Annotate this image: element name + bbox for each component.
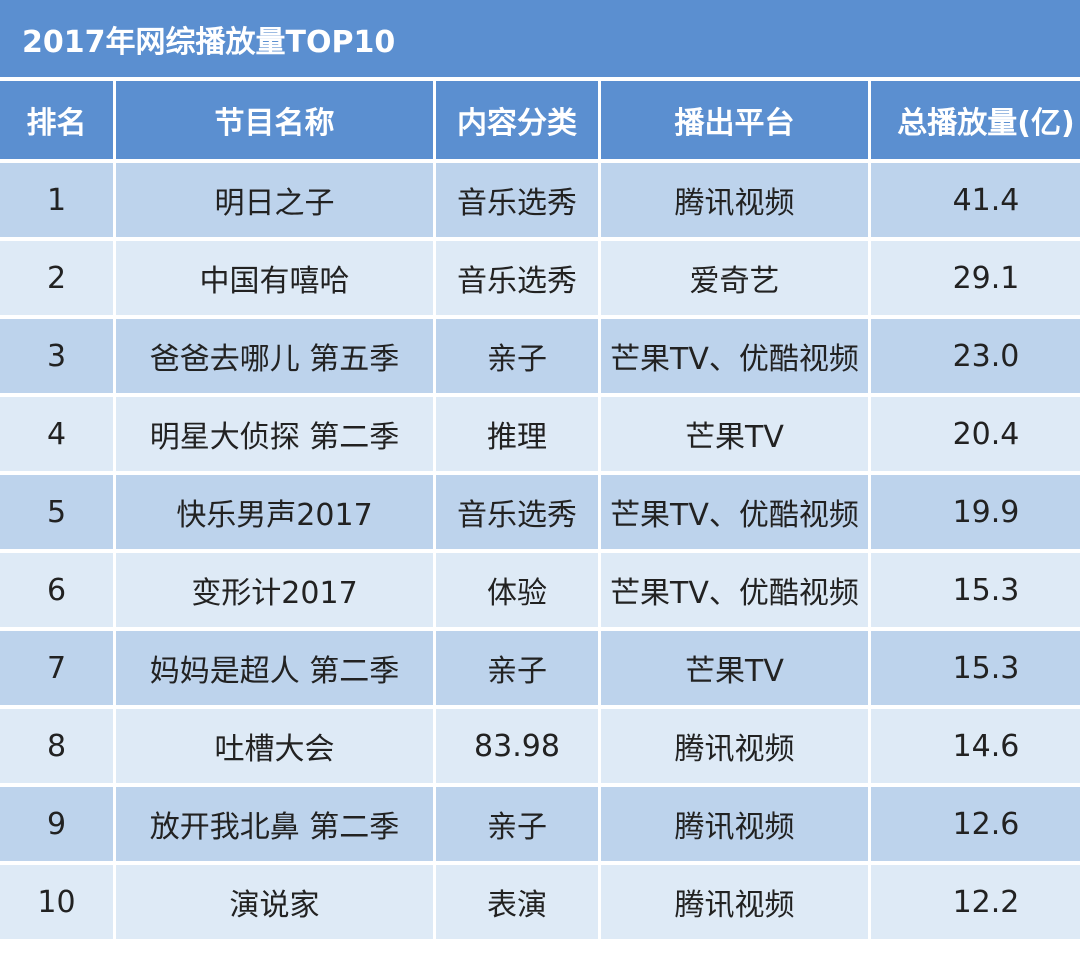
platform-cell: 爱奇艺 — [601, 241, 868, 315]
platform-cell: 芒果TV、优酷视频 — [601, 553, 868, 627]
table-title: 2017年网综播放量TOP10 — [0, 0, 1080, 77]
table-row: 10 演说家 表演 腾讯视频 12.2 — [0, 865, 1080, 939]
rank-cell: 10 — [0, 865, 113, 939]
category-cell: 亲子 — [436, 631, 598, 705]
platform-cell: 腾讯视频 — [601, 163, 868, 237]
table-row: 6 变形计2017 体验 芒果TV、优酷视频 15.3 — [0, 553, 1080, 627]
platform-cell: 腾讯视频 — [601, 787, 868, 861]
rank-cell: 4 — [0, 397, 113, 471]
column-header-views: 总播放量(亿) — [871, 81, 1080, 159]
category-cell: 表演 — [436, 865, 598, 939]
category-cell: 音乐选秀 — [436, 475, 598, 549]
program-cell: 放开我北鼻 第二季 — [116, 787, 433, 861]
program-cell: 演说家 — [116, 865, 433, 939]
category-cell: 音乐选秀 — [436, 163, 598, 237]
rank-cell: 9 — [0, 787, 113, 861]
rank-cell: 7 — [0, 631, 113, 705]
views-cell: 14.6 — [871, 709, 1080, 783]
table-row: 4 明星大侦探 第二季 推理 芒果TV 20.4 — [0, 397, 1080, 471]
program-cell: 变形计2017 — [116, 553, 433, 627]
rank-cell: 8 — [0, 709, 113, 783]
platform-cell: 腾讯视频 — [601, 865, 868, 939]
table-row: 3 爸爸去哪儿 第五季 亲子 芒果TV、优酷视频 23.0 — [0, 319, 1080, 393]
table-row: 1 明日之子 音乐选秀 腾讯视频 41.4 — [0, 163, 1080, 237]
program-cell: 爸爸去哪儿 第五季 — [116, 319, 433, 393]
table-row: 2 中国有嘻哈 音乐选秀 爱奇艺 29.1 — [0, 241, 1080, 315]
rank-cell: 6 — [0, 553, 113, 627]
header-row: 排名 节目名称 内容分类 播出平台 总播放量(亿) — [0, 81, 1080, 159]
views-cell: 15.3 — [871, 553, 1080, 627]
category-cell: 推理 — [436, 397, 598, 471]
platform-cell: 腾讯视频 — [601, 709, 868, 783]
program-cell: 明日之子 — [116, 163, 433, 237]
rank-cell: 1 — [0, 163, 113, 237]
views-cell: 41.4 — [871, 163, 1080, 237]
program-cell: 妈妈是超人 第二季 — [116, 631, 433, 705]
ranking-table: 排名 节目名称 内容分类 播出平台 总播放量(亿) 1 明日之子 音乐选秀 腾讯… — [0, 77, 1080, 943]
views-cell: 15.3 — [871, 631, 1080, 705]
platform-cell: 芒果TV — [601, 631, 868, 705]
program-cell: 中国有嘻哈 — [116, 241, 433, 315]
platform-cell: 芒果TV — [601, 397, 868, 471]
views-cell: 12.2 — [871, 865, 1080, 939]
table-row: 9 放开我北鼻 第二季 亲子 腾讯视频 12.6 — [0, 787, 1080, 861]
program-cell: 快乐男声2017 — [116, 475, 433, 549]
platform-cell: 芒果TV、优酷视频 — [601, 475, 868, 549]
table-row: 5 快乐男声2017 音乐选秀 芒果TV、优酷视频 19.9 — [0, 475, 1080, 549]
views-cell: 23.0 — [871, 319, 1080, 393]
platform-cell: 芒果TV、优酷视频 — [601, 319, 868, 393]
views-cell: 12.6 — [871, 787, 1080, 861]
table-row: 8 吐槽大会 83.98 腾讯视频 14.6 — [0, 709, 1080, 783]
views-cell: 20.4 — [871, 397, 1080, 471]
table-row: 7 妈妈是超人 第二季 亲子 芒果TV 15.3 — [0, 631, 1080, 705]
column-header-rank: 排名 — [0, 81, 113, 159]
category-cell: 体验 — [436, 553, 598, 627]
category-cell: 亲子 — [436, 319, 598, 393]
rank-cell: 5 — [0, 475, 113, 549]
category-cell: 音乐选秀 — [436, 241, 598, 315]
program-cell: 明星大侦探 第二季 — [116, 397, 433, 471]
views-cell: 29.1 — [871, 241, 1080, 315]
column-header-program: 节目名称 — [116, 81, 433, 159]
views-cell: 19.9 — [871, 475, 1080, 549]
column-header-platform: 播出平台 — [601, 81, 868, 159]
rank-cell: 3 — [0, 319, 113, 393]
column-header-category: 内容分类 — [436, 81, 598, 159]
category-cell: 83.98 — [436, 709, 598, 783]
rank-cell: 2 — [0, 241, 113, 315]
program-cell: 吐槽大会 — [116, 709, 433, 783]
category-cell: 亲子 — [436, 787, 598, 861]
